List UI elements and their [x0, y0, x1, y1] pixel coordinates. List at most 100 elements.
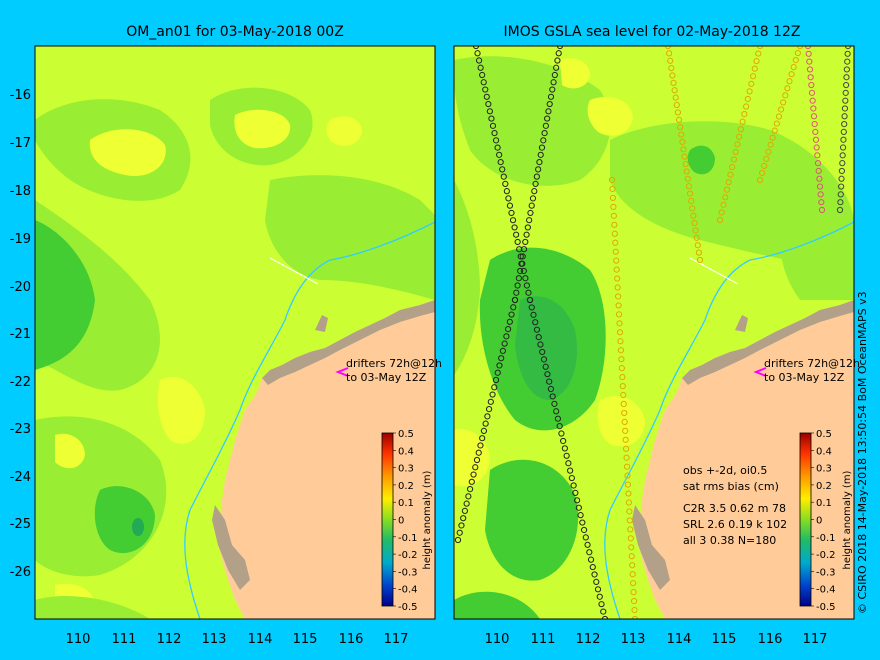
track-point: [473, 456, 481, 464]
x-tick-label: 110: [66, 632, 91, 647]
credit-text: © CSIRO 2018 14-May-2018 13:50:54 BoM Oc…: [856, 291, 869, 614]
stats-block: obs +-2d, oi0.5 sat rms bias (cm) C2R 3.…: [683, 464, 787, 547]
track-point: [627, 535, 634, 542]
track-point: [749, 73, 757, 80]
track-point: [573, 497, 581, 504]
track-point: [565, 460, 572, 467]
colorbar-tick-label: -0.3: [816, 567, 836, 578]
stats-line: sat rms bias (cm): [683, 480, 779, 493]
track-point: [532, 180, 539, 187]
track-point: [680, 146, 687, 153]
track-point: [840, 128, 847, 136]
track-point: [682, 160, 689, 168]
track-point: [767, 141, 774, 148]
track-point: [814, 160, 822, 167]
track-point: [489, 391, 496, 398]
track-point: [837, 199, 844, 206]
track-point: [580, 526, 588, 534]
track-point: [508, 311, 515, 318]
track-point: [690, 212, 697, 219]
track-point: [593, 578, 600, 586]
track-point: [736, 133, 743, 140]
track-point: [672, 94, 679, 101]
track-point: [624, 472, 631, 479]
colorbar-tick-label: 0.2: [398, 481, 414, 492]
x-tick-label: 116: [339, 632, 364, 647]
track-point: [620, 391, 627, 399]
track-point: [616, 320, 623, 327]
track-point: [756, 176, 764, 184]
colorbar-tick-label: 0.4: [398, 446, 414, 457]
track-point: [484, 413, 491, 420]
track-point: [751, 65, 758, 72]
track-point: [784, 85, 791, 92]
track-point: [739, 118, 746, 125]
track-point: [509, 217, 517, 224]
track-point: [693, 234, 700, 241]
track-point: [472, 464, 479, 471]
track-point: [838, 183, 845, 190]
colorbar-tick-label: -0.1: [398, 533, 418, 544]
track-point: [567, 467, 574, 474]
colorbar-label: height anomaly (m): [842, 470, 853, 569]
track-point: [689, 205, 696, 212]
track-point: [610, 203, 617, 210]
track-point: [487, 398, 494, 405]
track-point: [759, 169, 766, 177]
track-point: [533, 326, 541, 333]
track-point: [561, 445, 568, 452]
track-point: [613, 266, 620, 273]
track-point: [628, 544, 635, 551]
track-point: [732, 148, 739, 156]
track-point: [556, 423, 563, 430]
track-point: [525, 289, 532, 296]
track-point: [545, 108, 552, 115]
track-point: [775, 113, 783, 120]
track-point: [538, 144, 546, 151]
y-tick-label: -16: [10, 88, 31, 103]
track-point: [530, 311, 537, 318]
track-point: [492, 376, 500, 384]
track-point: [517, 267, 524, 275]
track-point: [480, 79, 487, 86]
track-point: [844, 50, 851, 57]
track-point: [500, 173, 507, 180]
track-point: [549, 393, 556, 400]
track-point: [496, 151, 503, 158]
coastline-islands: [262, 300, 435, 385]
track-point: [842, 89, 849, 96]
track-point: [812, 128, 819, 136]
track-point: [730, 156, 738, 163]
track-point: [616, 329, 624, 336]
track-point: [718, 209, 725, 216]
track-point: [560, 437, 567, 445]
track-point: [532, 319, 539, 326]
left-drifter-label-2: to 03-May 12Z: [346, 371, 427, 384]
track-point: [674, 109, 682, 116]
track-point: [536, 159, 543, 166]
track-point: [671, 87, 678, 94]
track-point: [812, 136, 820, 143]
stats-line: SRL 2.6 0.19 k 102: [683, 518, 787, 531]
track-point: [479, 435, 486, 442]
track-point: [794, 49, 801, 57]
track-point: [544, 115, 551, 122]
track-point: [485, 405, 493, 413]
track-point: [594, 586, 602, 593]
track-point: [503, 188, 510, 195]
track-point: [777, 106, 785, 113]
x-tick-label: 112: [576, 632, 601, 647]
track-point: [612, 248, 619, 255]
track-point: [668, 65, 675, 72]
track-point: [811, 120, 818, 128]
track-point: [686, 190, 694, 197]
track-point: [618, 365, 625, 372]
track-point: [782, 92, 789, 99]
track-point: [841, 105, 849, 112]
track-point: [839, 152, 846, 159]
track-point: [537, 151, 544, 158]
left-map-panel: [35, 46, 435, 619]
track-point: [600, 608, 607, 615]
track-point: [839, 144, 847, 151]
track-point: [529, 195, 537, 202]
